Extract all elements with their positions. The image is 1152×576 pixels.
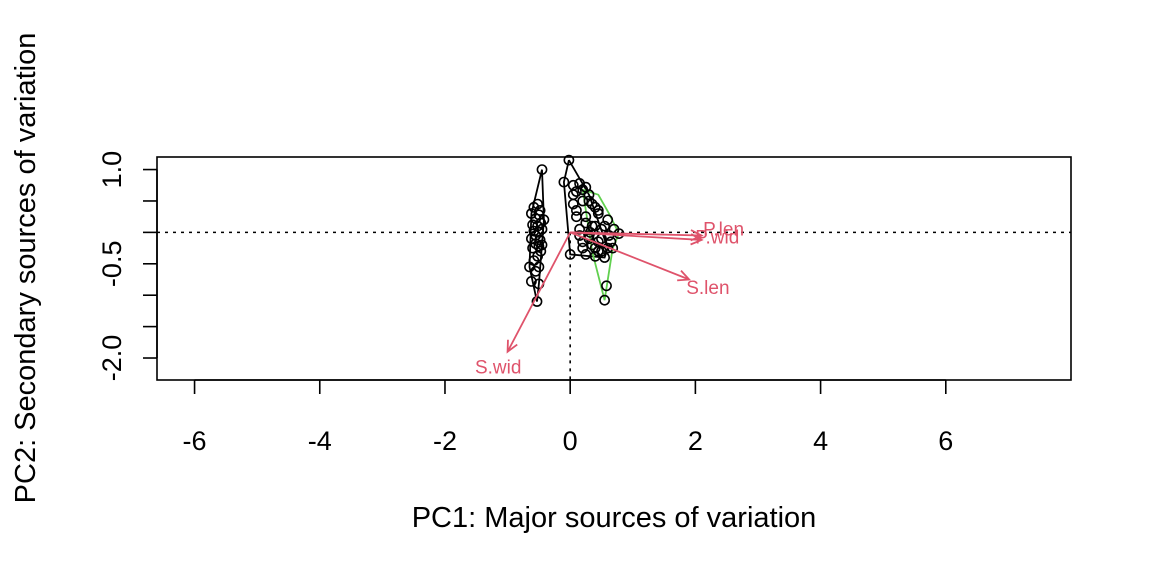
data-point (577, 195, 589, 207)
data-point (577, 184, 589, 196)
y-tick-label: 1.0 (97, 151, 127, 189)
y-tick-label: -2.0 (97, 335, 127, 382)
x-axis: -6 -4 -2 0 2 4 6 (183, 379, 953, 456)
data-point (533, 226, 545, 238)
arrowhead (506, 339, 518, 354)
data-point (564, 248, 576, 260)
data-point (574, 230, 585, 241)
data-point (563, 154, 575, 166)
y-tick-label: -0.5 (97, 241, 127, 288)
data-point (567, 189, 579, 201)
x-tick-label: -6 (183, 426, 207, 456)
data-point (605, 236, 617, 248)
x-tick-label: 4 (813, 426, 828, 456)
data-point (524, 261, 535, 273)
data-point (586, 220, 598, 232)
data-point (577, 242, 589, 254)
data-point (599, 252, 610, 263)
data-point (571, 186, 582, 197)
loading-arrow-p-wid (570, 231, 702, 241)
loading-arrow-s-len (569, 231, 690, 281)
arrowhead (690, 233, 704, 246)
y-axis-label: PC2: Secondary sources of variation (10, 33, 42, 504)
data-point (536, 164, 548, 175)
data-point (536, 239, 548, 251)
data-point (538, 214, 550, 226)
loading-label: P.wid (695, 228, 739, 249)
data-point (599, 294, 610, 306)
data-point (571, 204, 582, 216)
data-point (558, 176, 570, 188)
x-tick-label: 6 (938, 426, 953, 456)
loading-arrow-s-wid (506, 231, 571, 353)
reference-lines (157, 231, 1071, 380)
arrowhead (677, 270, 692, 282)
data-point (586, 198, 598, 210)
x-axis-label: PC1: Major sources of variation (412, 502, 817, 534)
x-tick-label: -2 (433, 426, 457, 456)
loading-label: P.len (703, 220, 744, 241)
data-point (526, 275, 537, 287)
x-tick-label: 0 (563, 426, 578, 456)
loading-label: S.wid (475, 358, 521, 379)
x-tick-label: 2 (688, 426, 703, 456)
data-point (602, 214, 614, 226)
data-point (592, 208, 604, 219)
data-point (599, 220, 610, 232)
data-point (601, 280, 612, 292)
data-point (583, 195, 595, 207)
data-point (580, 211, 592, 223)
data-point (528, 201, 540, 213)
loading-label: S.len (686, 278, 729, 299)
x-tick-label: -4 (308, 426, 332, 456)
data-point (527, 219, 538, 231)
plot-frame (156, 156, 1072, 381)
data-point (580, 217, 592, 229)
data-point (596, 245, 607, 257)
y-axis: -2.0 -0.5 1.0 (97, 151, 158, 382)
hull-group-2 (562, 159, 609, 259)
data-point (589, 242, 601, 254)
data-point (589, 201, 601, 213)
data-point (592, 204, 604, 216)
